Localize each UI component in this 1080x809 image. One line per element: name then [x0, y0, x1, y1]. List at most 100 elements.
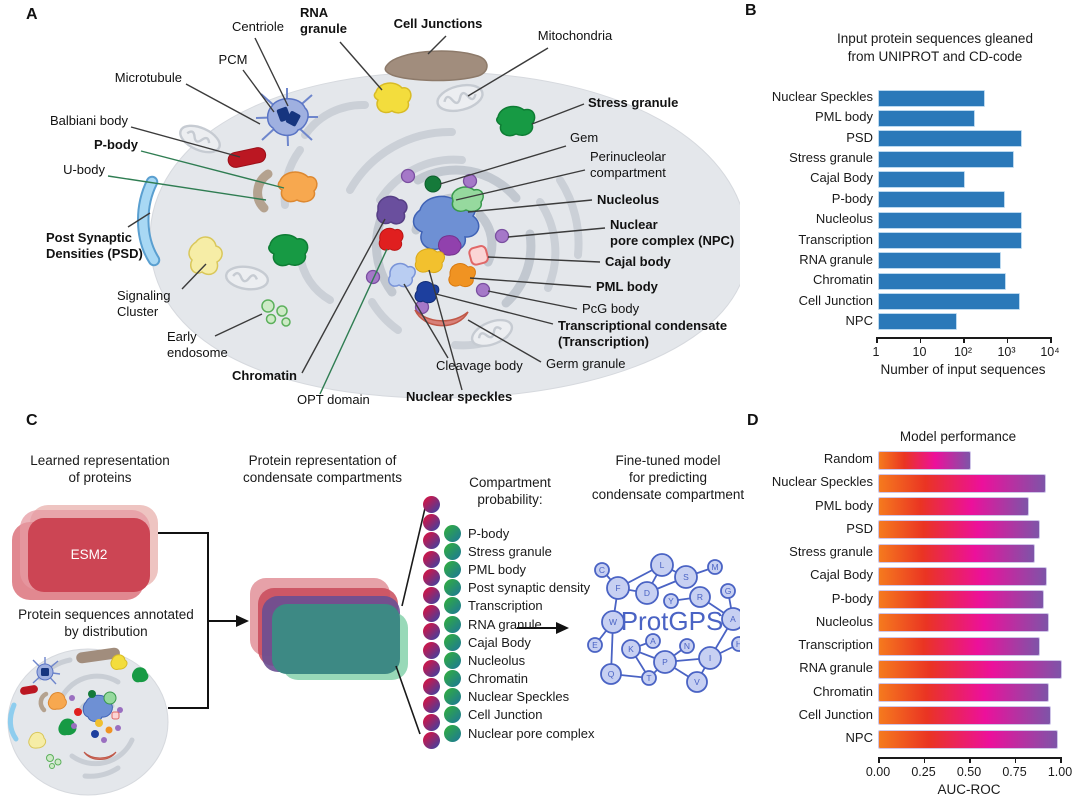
x-axis-tick-label: 10⁴ — [1040, 345, 1060, 359]
chart-row: Stress granule — [740, 541, 1080, 563]
predict-arrowhead — [556, 622, 569, 634]
network-node-letter: M — [711, 562, 718, 572]
bar — [878, 590, 1044, 609]
probability-circle — [423, 514, 440, 532]
compartment-circle — [444, 670, 461, 688]
p-body-label-leader — [140, 150, 285, 189]
probability-circle — [423, 623, 440, 641]
p-body-label: P-body — [94, 137, 139, 152]
chart-row: P-body — [740, 189, 1080, 209]
cajal-body-label: Cajal body — [605, 254, 672, 269]
bar — [878, 613, 1050, 633]
signaling-cluster-shape — [188, 236, 223, 276]
x-axis-tick — [919, 337, 922, 343]
chart-row: Cell Junction — [740, 704, 1080, 726]
panel-label-a: A — [26, 6, 38, 23]
protein-representation-title: Protein representation of condensate com… — [242, 453, 403, 485]
perinucleolar-label: Perinucleolar compartment — [590, 149, 667, 180]
balbiani-body-shape — [227, 147, 267, 168]
x-axis-tick — [876, 337, 878, 343]
probability-circle — [423, 696, 440, 714]
chart-row: Nuclear Speckles — [740, 471, 1080, 493]
bar — [878, 272, 1006, 290]
compartment-label: PML body — [468, 561, 527, 577]
compartment-label: P-body — [468, 525, 510, 541]
chromatin-label: Chromatin — [232, 368, 297, 383]
bar — [878, 683, 1050, 702]
compartment-circle — [444, 706, 461, 724]
sequences-annotated-title: Protein sequences annotated by distribut… — [18, 607, 194, 639]
x-axis-title: AUC-ROC — [937, 782, 1001, 797]
early-endosome-label-leader — [214, 313, 263, 337]
bar — [878, 543, 1035, 563]
network-node — [689, 586, 711, 608]
x-axis-tick — [1050, 337, 1052, 343]
compartment-label: Chromatin — [468, 671, 528, 687]
compartment-row: Stress granule — [444, 542, 594, 560]
panel-label-c: C — [26, 412, 38, 429]
probability-circle — [423, 532, 440, 550]
chart-row: Cell Junction — [740, 291, 1080, 311]
esm2-label: ESM2 — [70, 547, 108, 562]
compartment-row: Transcription — [444, 597, 594, 615]
panel-label-d: D — [747, 412, 759, 429]
chart-row: PSD — [740, 128, 1080, 148]
category-label: Cajal Body — [810, 567, 873, 583]
centriole-shape — [255, 88, 318, 147]
green-blob-shape — [268, 233, 309, 267]
network-node — [731, 636, 740, 652]
network-node — [600, 663, 622, 685]
microtubule-label-leader — [185, 83, 261, 125]
compartment-row: P-body — [444, 524, 594, 542]
x-axis-tick — [923, 757, 926, 763]
merge-arrowhead — [236, 615, 249, 627]
microtubule-label: Microtubule — [115, 70, 182, 85]
category-label: P-body — [831, 590, 873, 606]
chart-b-title: Input protein sequences gleaned from UNI… — [837, 31, 1033, 64]
network-node-letter: V — [694, 677, 700, 687]
germ-granule-label: Germ granule — [546, 356, 625, 371]
stress-granule-label-leader — [531, 103, 585, 125]
category-label: Chromatin — [813, 272, 873, 288]
chart-row: Transcription — [740, 230, 1080, 250]
network-node-letter: Q — [608, 669, 615, 679]
bar — [878, 89, 986, 107]
network-node-letter: Y — [668, 596, 674, 606]
category-label: Cajal Body — [810, 170, 873, 186]
network-node-letter: P — [662, 657, 668, 667]
compartment-circle — [444, 542, 461, 560]
pcg-body-label: PcG body — [582, 301, 640, 316]
x-axis-tick-label: 1 — [872, 345, 880, 359]
x-axis-tick — [1014, 757, 1017, 763]
mini-cell — [7, 647, 169, 796]
network-node — [587, 637, 603, 653]
npc-label: Nuclear pore complex (NPC) — [610, 217, 734, 248]
bar — [878, 191, 1005, 209]
panel-label-b: B — [745, 2, 757, 19]
probability-circle — [423, 659, 440, 677]
compartment-probability-title: Compartment probability: — [469, 475, 551, 507]
balbiani-body-label-leader — [130, 126, 241, 158]
category-label: PML body — [814, 497, 873, 513]
opt-domain-shape — [378, 227, 404, 251]
network-node-letter: T — [646, 673, 651, 683]
signaling-cluster-label-leader — [181, 263, 207, 290]
compartment-label: Cajal Body — [468, 634, 531, 650]
protgps-wordmark: ProtGPS — [621, 606, 724, 636]
x-axis-tick-label: 0.00 — [865, 765, 891, 779]
pml-body-shape — [448, 263, 476, 288]
network-node-letter: A — [650, 636, 656, 646]
probability-circle-column — [423, 496, 440, 751]
probability-circle — [423, 677, 440, 695]
network-node — [698, 646, 722, 670]
chart-d-title: Model performance — [899, 429, 1017, 444]
category-label: P-body — [831, 190, 873, 206]
network-node-letter: L — [660, 560, 665, 570]
cleavage-body-label: Cleavage body — [436, 358, 523, 373]
network-node — [650, 553, 674, 577]
x-axis-tick — [969, 757, 971, 763]
x-axis-tick-label: 10³ — [997, 345, 1016, 359]
chart-row: Nucleolus — [740, 611, 1080, 633]
chart-row: Random — [740, 448, 1080, 470]
category-label: Transcription — [798, 231, 873, 247]
